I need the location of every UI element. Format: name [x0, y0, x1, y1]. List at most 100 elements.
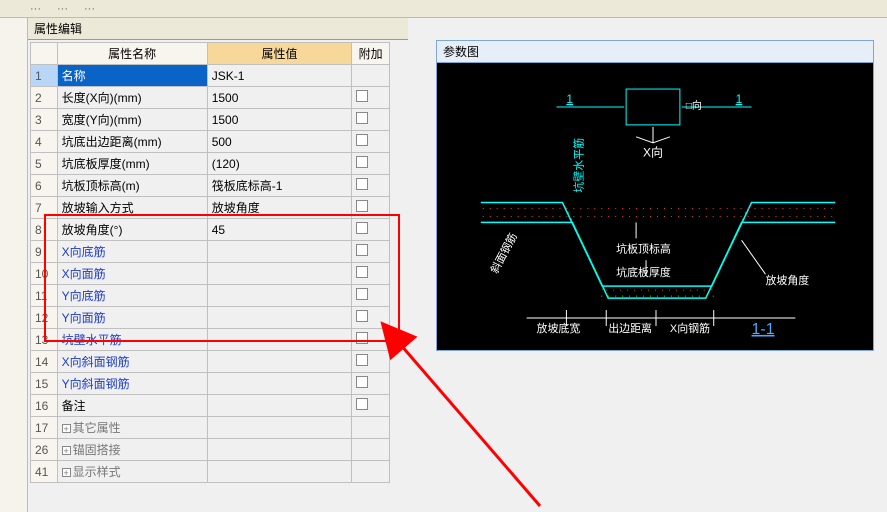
checkbox-icon[interactable]: [356, 112, 368, 124]
col-name[interactable]: 属性名称: [57, 43, 207, 65]
prop-value[interactable]: [207, 351, 351, 373]
add-checkbox-cell[interactable]: [352, 241, 390, 263]
prop-value[interactable]: 放坡角度: [207, 197, 351, 219]
checkbox-icon[interactable]: [356, 376, 368, 388]
add-checkbox-cell[interactable]: [352, 395, 390, 417]
prop-name[interactable]: 宽度(Y向)(mm): [57, 109, 207, 131]
table-row[interactable]: 6坑板顶标高(m)筏板底标高-1: [31, 175, 390, 197]
add-checkbox-cell[interactable]: [352, 87, 390, 109]
prop-name[interactable]: +其它属性: [57, 417, 207, 439]
add-checkbox-cell[interactable]: [352, 153, 390, 175]
checkbox-icon[interactable]: [356, 354, 368, 366]
add-checkbox-cell[interactable]: [352, 65, 390, 87]
add-checkbox-cell[interactable]: [352, 307, 390, 329]
table-row[interactable]: 4坑底出边距离(mm)500: [31, 131, 390, 153]
add-checkbox-cell[interactable]: [352, 373, 390, 395]
add-checkbox-cell[interactable]: [352, 351, 390, 373]
prop-name[interactable]: 放坡输入方式: [57, 197, 207, 219]
property-tab[interactable]: 属性编辑: [28, 18, 408, 40]
prop-value[interactable]: 筏板底标高-1: [207, 175, 351, 197]
prop-name[interactable]: 备注: [57, 395, 207, 417]
prop-name[interactable]: 坑壁水平筋: [57, 329, 207, 351]
row-number: 11: [31, 285, 58, 307]
checkbox-icon[interactable]: [356, 178, 368, 190]
table-row[interactable]: 14X向斜面钢筋: [31, 351, 390, 373]
table-row[interactable]: 2长度(X向)(mm)1500: [31, 87, 390, 109]
prop-name[interactable]: +锚固搭接: [57, 439, 207, 461]
checkbox-icon[interactable]: [356, 244, 368, 256]
table-row[interactable]: 15Y向斜面钢筋: [31, 373, 390, 395]
prop-value[interactable]: [207, 395, 351, 417]
prop-name[interactable]: 放坡角度(°): [57, 219, 207, 241]
col-add[interactable]: 附加: [352, 43, 390, 65]
checkbox-icon[interactable]: [356, 398, 368, 410]
row-number: 10: [31, 263, 58, 285]
prop-value[interactable]: JSK-1: [207, 65, 351, 87]
add-checkbox-cell[interactable]: [352, 461, 390, 483]
prop-name[interactable]: X向底筋: [57, 241, 207, 263]
checkbox-icon[interactable]: [356, 156, 368, 168]
prop-value[interactable]: (120): [207, 153, 351, 175]
checkbox-icon[interactable]: [356, 222, 368, 234]
prop-name[interactable]: X向斜面钢筋: [57, 351, 207, 373]
prop-name[interactable]: Y向底筋: [57, 285, 207, 307]
add-checkbox-cell[interactable]: [352, 439, 390, 461]
prop-value[interactable]: [207, 307, 351, 329]
checkbox-icon[interactable]: [356, 310, 368, 322]
add-checkbox-cell[interactable]: [352, 219, 390, 241]
add-checkbox-cell[interactable]: [352, 175, 390, 197]
prop-value[interactable]: 500: [207, 131, 351, 153]
prop-name[interactable]: 坑底出边距离(mm): [57, 131, 207, 153]
checkbox-icon[interactable]: [356, 134, 368, 146]
prop-name[interactable]: +显示样式: [57, 461, 207, 483]
add-checkbox-cell[interactable]: [352, 197, 390, 219]
table-row[interactable]: 1名称JSK-1: [31, 65, 390, 87]
add-checkbox-cell[interactable]: [352, 417, 390, 439]
prop-value[interactable]: [207, 439, 351, 461]
expand-icon[interactable]: +: [62, 424, 71, 433]
prop-name[interactable]: 名称: [57, 65, 207, 87]
prop-name[interactable]: Y向斜面钢筋: [57, 373, 207, 395]
table-row[interactable]: 11Y向底筋: [31, 285, 390, 307]
prop-name[interactable]: Y向面筋: [57, 307, 207, 329]
expand-icon[interactable]: +: [62, 468, 71, 477]
prop-value[interactable]: [207, 329, 351, 351]
prop-value[interactable]: [207, 461, 351, 483]
table-row[interactable]: 17+其它属性: [31, 417, 390, 439]
prop-value[interactable]: 45: [207, 219, 351, 241]
prop-value[interactable]: 1500: [207, 87, 351, 109]
add-checkbox-cell[interactable]: [352, 131, 390, 153]
col-value[interactable]: 属性值: [207, 43, 351, 65]
prop-value[interactable]: [207, 373, 351, 395]
checkbox-icon[interactable]: [356, 288, 368, 300]
checkbox-icon[interactable]: [356, 266, 368, 278]
add-checkbox-cell[interactable]: [352, 285, 390, 307]
table-row[interactable]: 10X向面筋: [31, 263, 390, 285]
prop-value[interactable]: 1500: [207, 109, 351, 131]
table-row[interactable]: 13坑壁水平筋: [31, 329, 390, 351]
add-checkbox-cell[interactable]: [352, 329, 390, 351]
table-row[interactable]: 7放坡输入方式放坡角度: [31, 197, 390, 219]
table-row[interactable]: 26+锚固搭接: [31, 439, 390, 461]
prop-value[interactable]: [207, 285, 351, 307]
checkbox-icon[interactable]: [356, 90, 368, 102]
prop-value[interactable]: [207, 263, 351, 285]
checkbox-icon[interactable]: [356, 332, 368, 344]
prop-value[interactable]: [207, 417, 351, 439]
table-row[interactable]: 8放坡角度(°)45: [31, 219, 390, 241]
table-row[interactable]: 3宽度(Y向)(mm)1500: [31, 109, 390, 131]
table-row[interactable]: 12Y向面筋: [31, 307, 390, 329]
prop-name[interactable]: 坑板顶标高(m): [57, 175, 207, 197]
expand-icon[interactable]: +: [62, 446, 71, 455]
table-row[interactable]: 5坑底板厚度(mm)(120): [31, 153, 390, 175]
prop-name[interactable]: 坑底板厚度(mm): [57, 153, 207, 175]
add-checkbox-cell[interactable]: [352, 263, 390, 285]
table-row[interactable]: 16备注: [31, 395, 390, 417]
table-row[interactable]: 41+显示样式: [31, 461, 390, 483]
prop-name[interactable]: X向面筋: [57, 263, 207, 285]
checkbox-icon[interactable]: [356, 200, 368, 212]
prop-value[interactable]: [207, 241, 351, 263]
prop-name[interactable]: 长度(X向)(mm): [57, 87, 207, 109]
add-checkbox-cell[interactable]: [352, 109, 390, 131]
table-row[interactable]: 9X向底筋: [31, 241, 390, 263]
